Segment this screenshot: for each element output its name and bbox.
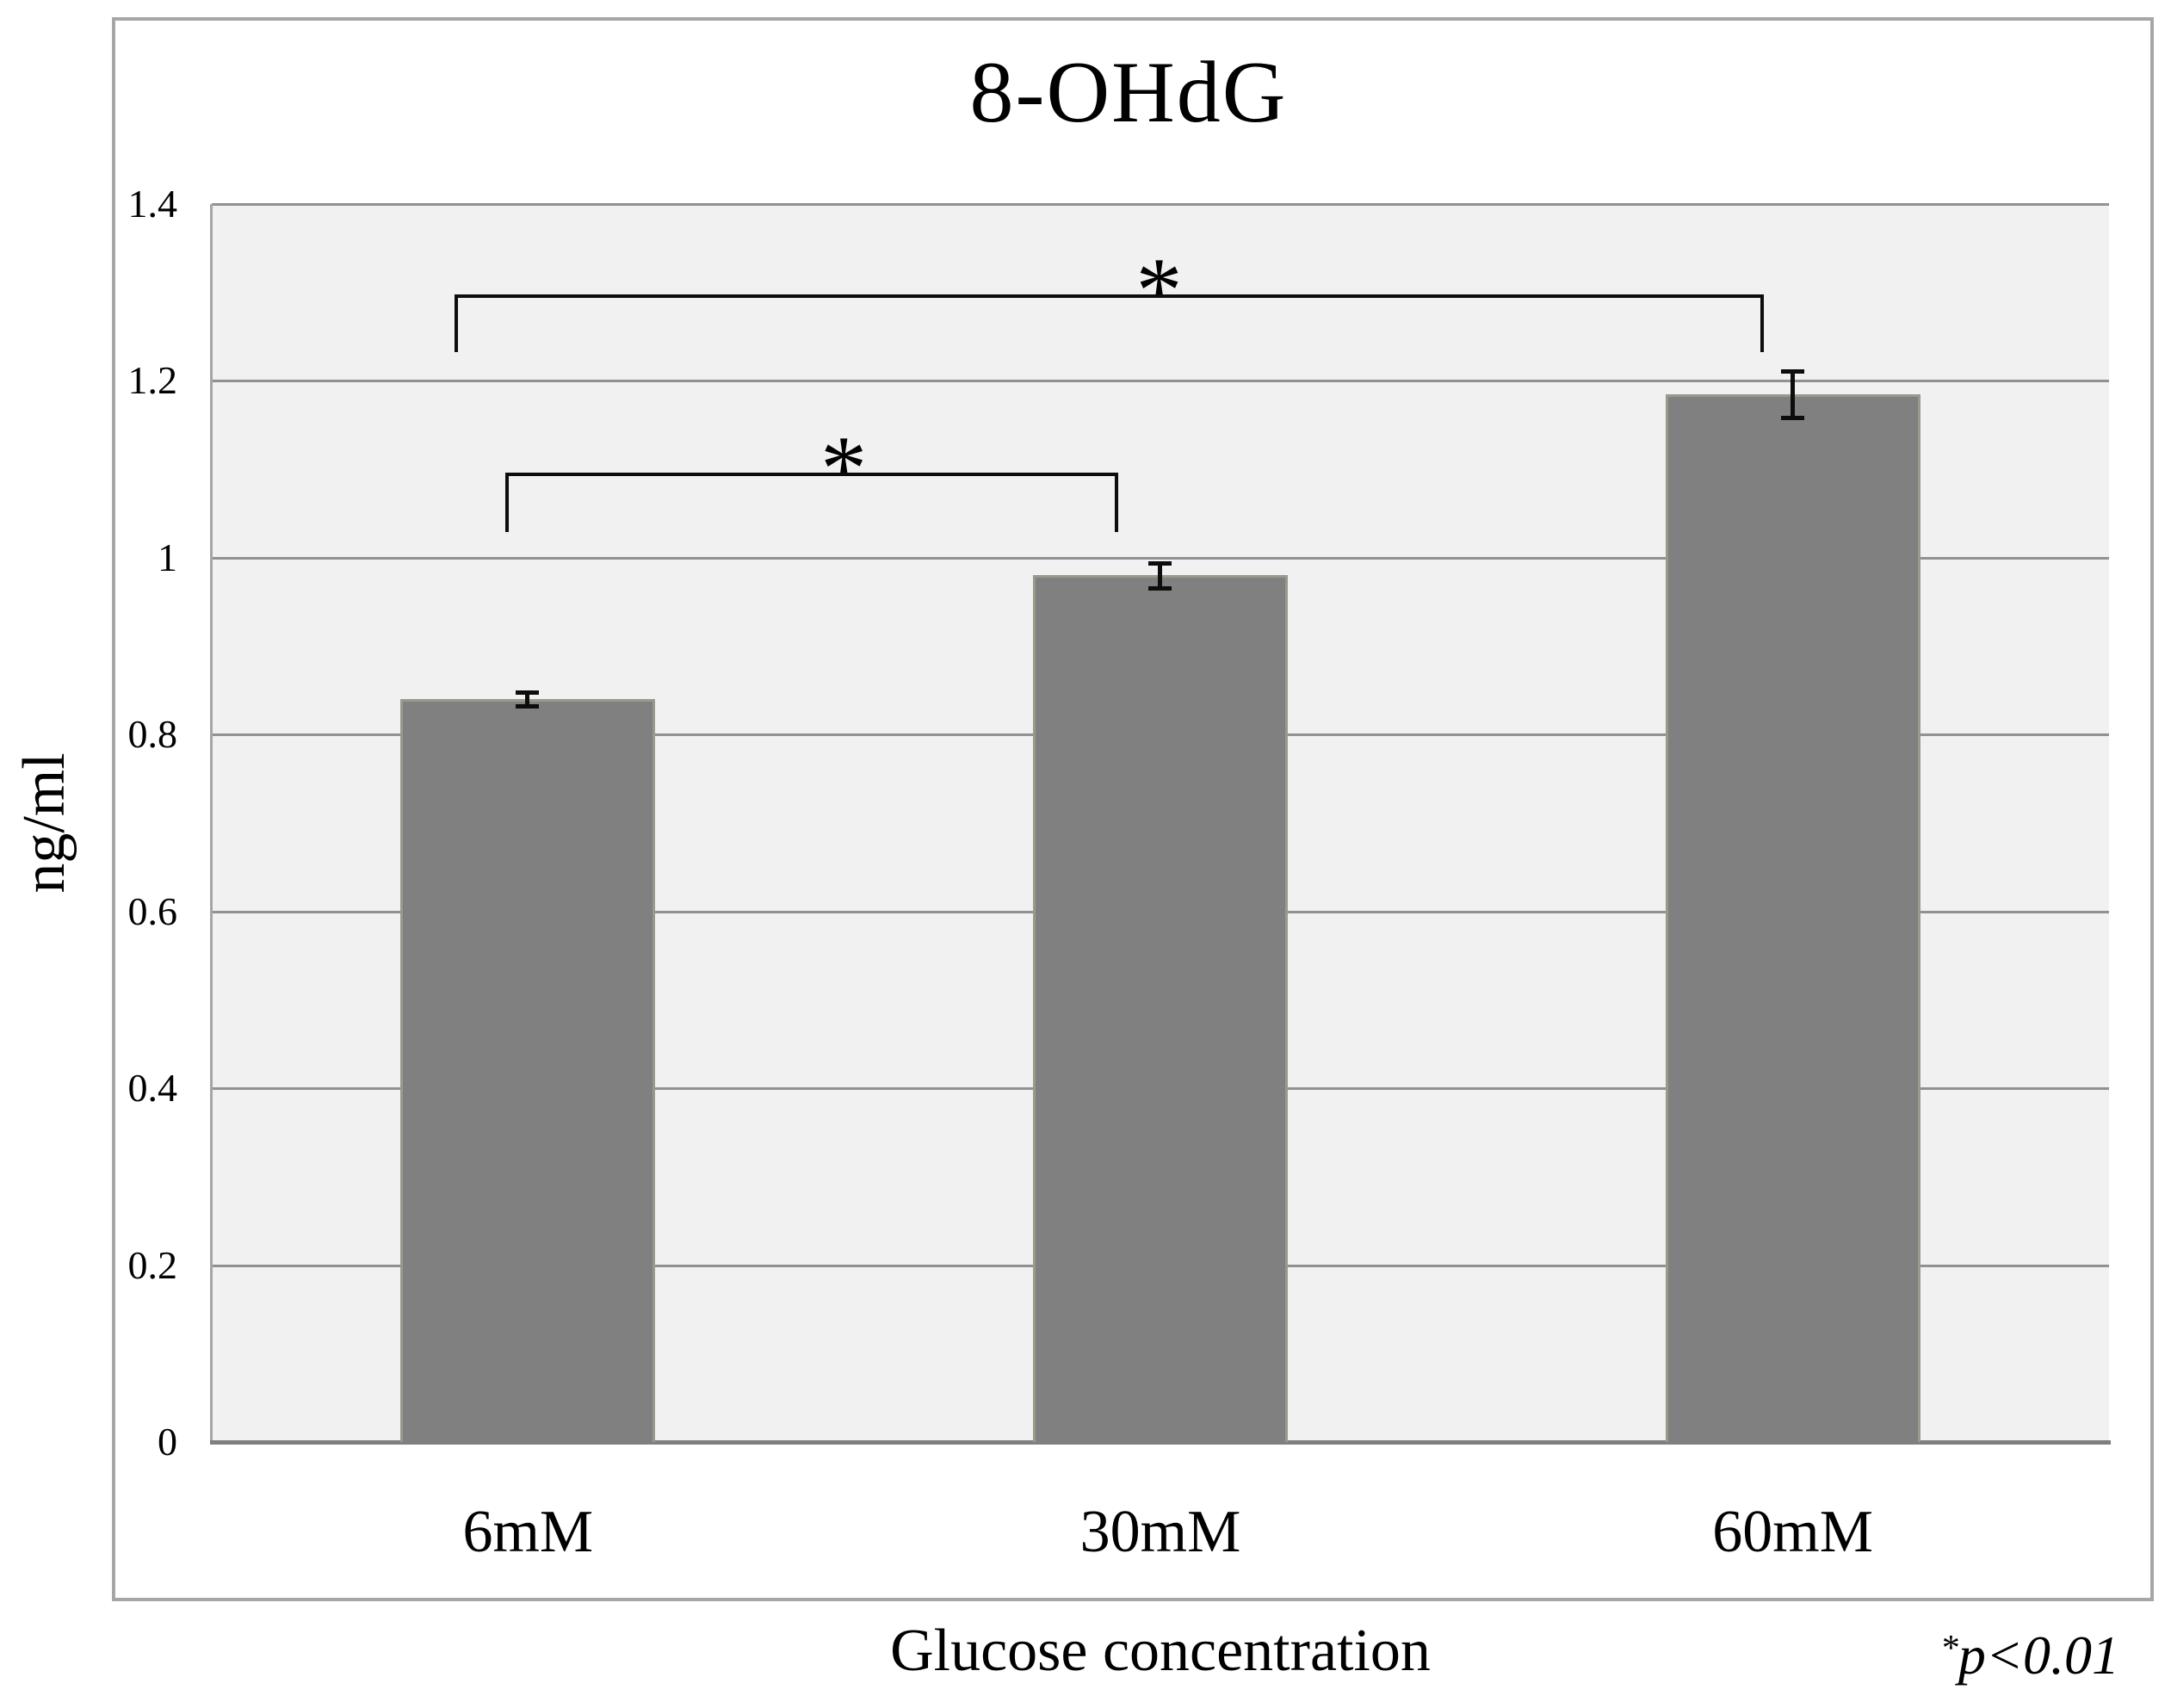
gridline <box>212 203 2109 206</box>
y-tick-label: 1.2 <box>127 358 178 403</box>
error-bar-line <box>525 691 530 707</box>
y-tick-label: 0.6 <box>127 888 178 933</box>
category-label: 6mM <box>462 1499 594 1565</box>
category-label: 30mM <box>1079 1499 1241 1565</box>
error-bar-cap-bottom <box>1148 585 1172 591</box>
significance-bracket <box>505 473 1118 533</box>
error-bar-cap-top <box>516 690 540 695</box>
y-tick-label: 1 <box>158 535 177 579</box>
error-bar-cap-bottom <box>1780 415 1804 420</box>
y-axis-title: ng/ml <box>11 752 77 894</box>
significance-note: *p<0.01 <box>1940 1624 2119 1687</box>
y-tick-label: 0.4 <box>127 1066 178 1111</box>
significance-bracket <box>455 294 1764 352</box>
bar <box>1033 575 1288 1442</box>
category-label: 60mM <box>1712 1499 1873 1565</box>
error-bar-line <box>1158 563 1162 588</box>
plot-border-left <box>210 204 213 1442</box>
x-axis-title: Glucose concentration <box>890 1618 1431 1684</box>
note-text: p<0.01 <box>1958 1624 2119 1686</box>
y-tick-label: 0.8 <box>127 712 178 757</box>
x-axis-line <box>210 1440 2111 1445</box>
y-tick-label: 1.4 <box>127 182 178 226</box>
error-bar-cap-top <box>1780 369 1804 374</box>
error-bar-cap-top <box>1148 561 1172 566</box>
y-tick-label: 0.2 <box>127 1242 178 1287</box>
significance-star: * <box>1135 238 1183 342</box>
bar <box>1665 393 1920 1442</box>
y-tick-label: 0 <box>158 1420 177 1464</box>
significance-star: * <box>820 418 868 521</box>
note-asterisk: * <box>1939 1629 1958 1668</box>
error-bar-line <box>1790 371 1795 418</box>
gridline <box>212 556 2109 560</box>
error-bar-cap-bottom <box>516 704 540 709</box>
figure-border <box>112 17 2154 1601</box>
bar <box>400 699 656 1442</box>
chart-title: 8-OHdG <box>969 44 1288 141</box>
gridline <box>212 380 2109 383</box>
